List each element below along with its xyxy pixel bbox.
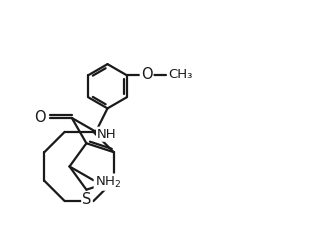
Text: NH$_2$: NH$_2$	[95, 174, 121, 190]
Text: CH₃: CH₃	[168, 68, 192, 81]
Text: S: S	[82, 192, 92, 207]
Text: O: O	[34, 110, 46, 126]
Text: NH: NH	[97, 128, 117, 141]
Text: O: O	[141, 67, 152, 82]
